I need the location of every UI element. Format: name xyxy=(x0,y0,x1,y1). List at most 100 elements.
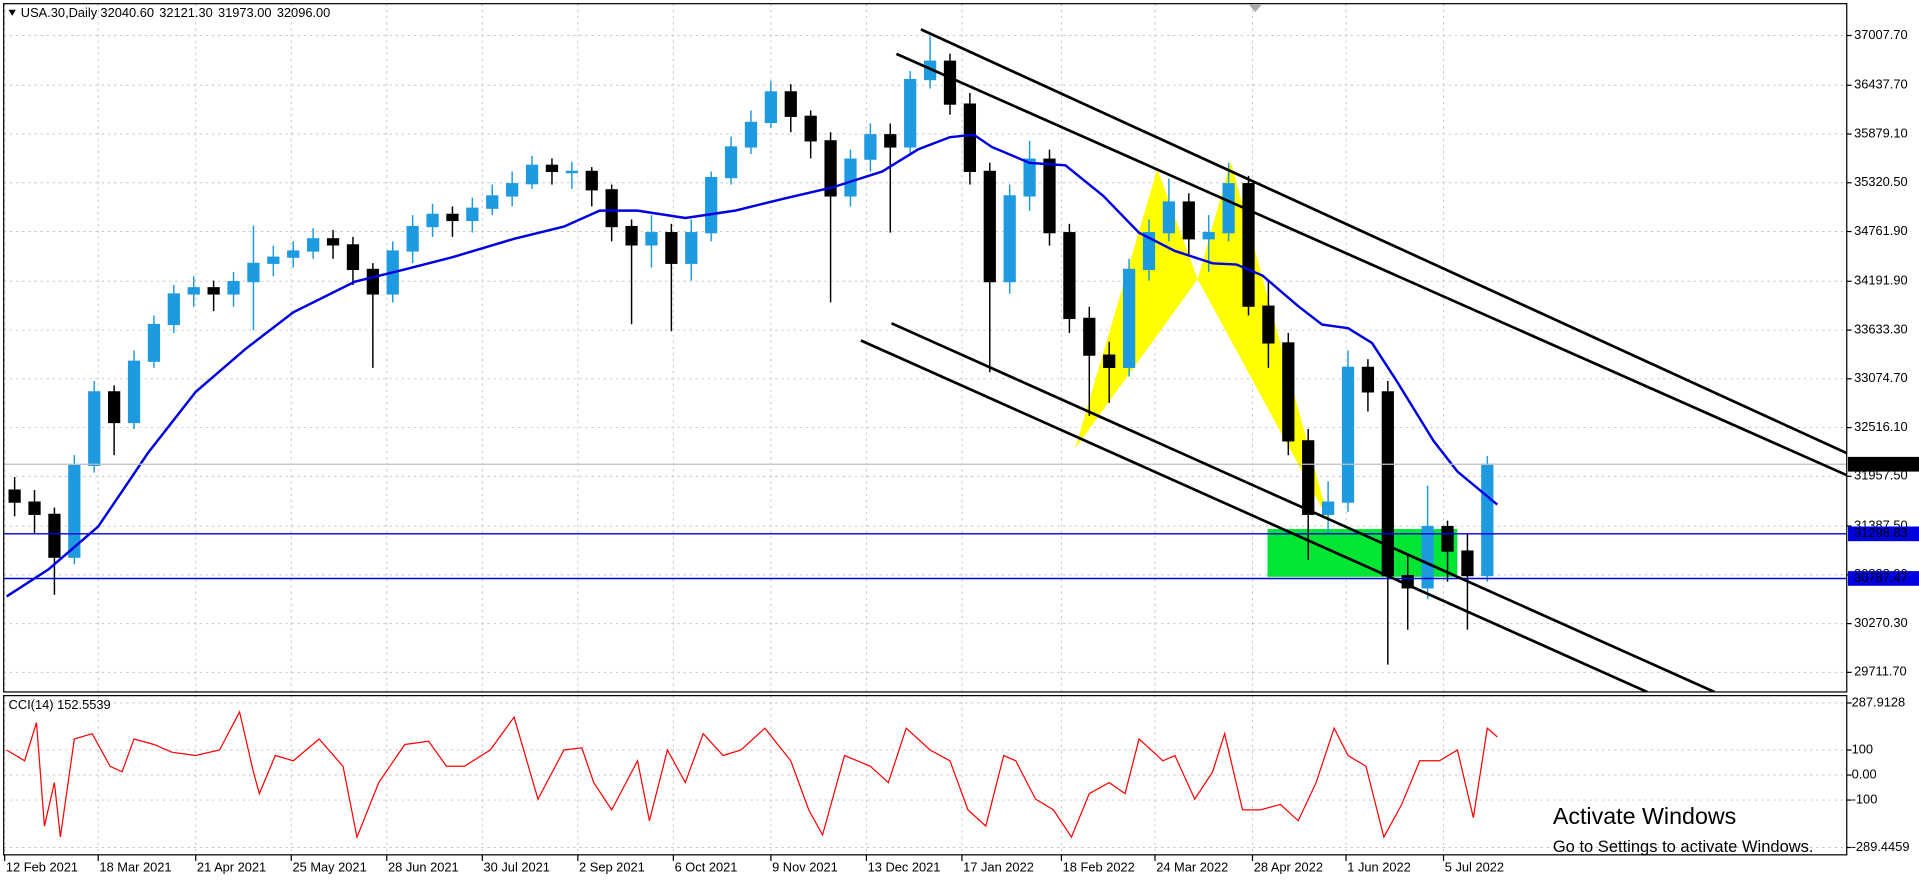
header-value: 32121.30 xyxy=(159,5,213,20)
y-tick-label: 29711.70 xyxy=(1854,664,1907,679)
price-label-bg xyxy=(1847,526,1919,542)
y-tick-label: -100 xyxy=(1852,791,1878,806)
candle-body xyxy=(1321,501,1335,515)
candle-body xyxy=(446,213,459,222)
y-tick-label: 37007.70 xyxy=(1854,27,1908,42)
y-tick-label: 0.00 xyxy=(1852,766,1877,781)
x-tick-label: 2 Sep 2021 xyxy=(579,860,645,875)
candle-body xyxy=(167,293,180,326)
x-tick-label: 28 Apr 2022 xyxy=(1254,860,1323,875)
candle-body xyxy=(506,183,519,197)
grid xyxy=(3,3,1847,855)
candle-body xyxy=(685,232,698,264)
candle-body xyxy=(346,244,360,271)
candle-body xyxy=(127,360,141,424)
x-tick-label: 5 Jul 2022 xyxy=(1445,860,1504,875)
candle-body xyxy=(764,91,777,124)
candle-body xyxy=(227,281,240,295)
candle-body xyxy=(486,195,499,209)
trendlines xyxy=(860,28,1847,692)
candle-body xyxy=(884,134,897,148)
x-tick-label: 17 Jan 2022 xyxy=(963,860,1034,875)
x-tick-label: 24 Mar 2022 xyxy=(1156,860,1228,875)
candle-body xyxy=(1341,366,1355,503)
candle-body xyxy=(844,158,857,197)
trendline xyxy=(895,52,1847,477)
candle-body xyxy=(1122,268,1136,368)
candle-body xyxy=(804,115,817,142)
price-panel xyxy=(3,3,1848,693)
candle-body xyxy=(187,287,200,295)
candle-body xyxy=(1361,366,1375,393)
candle-body xyxy=(1083,317,1096,356)
candle-body xyxy=(1222,183,1235,234)
candle-body xyxy=(1063,232,1076,319)
x-tick-label: 1 Jun 2022 xyxy=(1347,860,1411,875)
moving-average xyxy=(5,133,1499,598)
candle-body xyxy=(824,140,837,197)
candle-body xyxy=(108,391,121,424)
y-tick-label: 287.9128 xyxy=(1852,694,1906,709)
y-tick-label: 36437.70 xyxy=(1854,77,1908,92)
watermark-title: Activate Windows xyxy=(1553,803,1736,829)
header-values: 32040.60 32121.30 31973.00 32096.00 xyxy=(100,5,330,20)
candle-body xyxy=(1282,342,1295,442)
current-price-bg xyxy=(1847,456,1919,472)
y-tick-label: 34191.90 xyxy=(1854,273,1908,288)
candle-body xyxy=(943,60,957,105)
candle-body xyxy=(406,225,419,252)
candle-body xyxy=(68,464,81,558)
y-tick-label: 34761.90 xyxy=(1854,223,1908,238)
chart-title: USA.30,Daily xyxy=(21,5,98,20)
candle-body xyxy=(963,103,977,173)
candle-body xyxy=(326,238,340,246)
candle-body xyxy=(307,238,320,252)
candle-body xyxy=(48,513,61,558)
candle-body xyxy=(1043,158,1056,234)
header-value: 32040.60 xyxy=(100,5,154,20)
candle-body xyxy=(1003,195,1016,283)
candle-body xyxy=(1262,305,1275,344)
candle-body xyxy=(705,176,718,234)
candle-body xyxy=(665,232,678,264)
candle-body xyxy=(645,232,658,246)
candle-body xyxy=(287,250,300,258)
candle-body xyxy=(8,489,21,503)
y-tick-label: 33633.30 xyxy=(1854,321,1908,336)
candle-body xyxy=(585,170,598,191)
candle-body xyxy=(1441,525,1454,552)
y-tick-label: 30270.30 xyxy=(1854,615,1908,630)
x-tick-label: 30 Jul 2021 xyxy=(484,860,550,875)
candle-body xyxy=(267,256,280,264)
candle-body xyxy=(525,164,539,185)
candle-body xyxy=(904,78,917,148)
watermark-subtitle: Go to Settings to activate Windows. xyxy=(1553,837,1814,856)
candle-body xyxy=(1481,463,1494,577)
candle-body xyxy=(88,391,101,466)
harmonic-xab xyxy=(1075,169,1198,449)
y-tick-label: 35320.50 xyxy=(1854,174,1908,189)
axis-labels: 12 Feb 2021 18 Mar 2021 21 Apr 2021 25 May … xyxy=(4,27,1919,875)
trendline xyxy=(890,322,1716,692)
candle-body xyxy=(1162,201,1176,234)
candle-body xyxy=(625,225,638,246)
candle-body xyxy=(545,164,559,173)
header-value: 32096.00 xyxy=(277,5,331,20)
current-price-label: 32096.00 xyxy=(1854,456,1908,471)
cci-line xyxy=(6,710,1498,840)
price-label: 31298.83 xyxy=(1854,525,1908,540)
candle-body xyxy=(784,91,797,117)
candle-body xyxy=(1103,354,1116,368)
y-tick-label: 33074.70 xyxy=(1854,370,1908,385)
candle-body xyxy=(1421,525,1434,589)
candle-body xyxy=(1461,550,1474,577)
y-tick-label: 100 xyxy=(1852,741,1873,756)
y-tick-label: 35879.10 xyxy=(1854,125,1908,140)
candle-body xyxy=(565,170,578,174)
x-tick-label: 18 Mar 2021 xyxy=(99,860,171,875)
y-tick-label: -289.4459 xyxy=(1852,839,1910,854)
x-tick-label: 28 Jun 2021 xyxy=(388,860,459,875)
